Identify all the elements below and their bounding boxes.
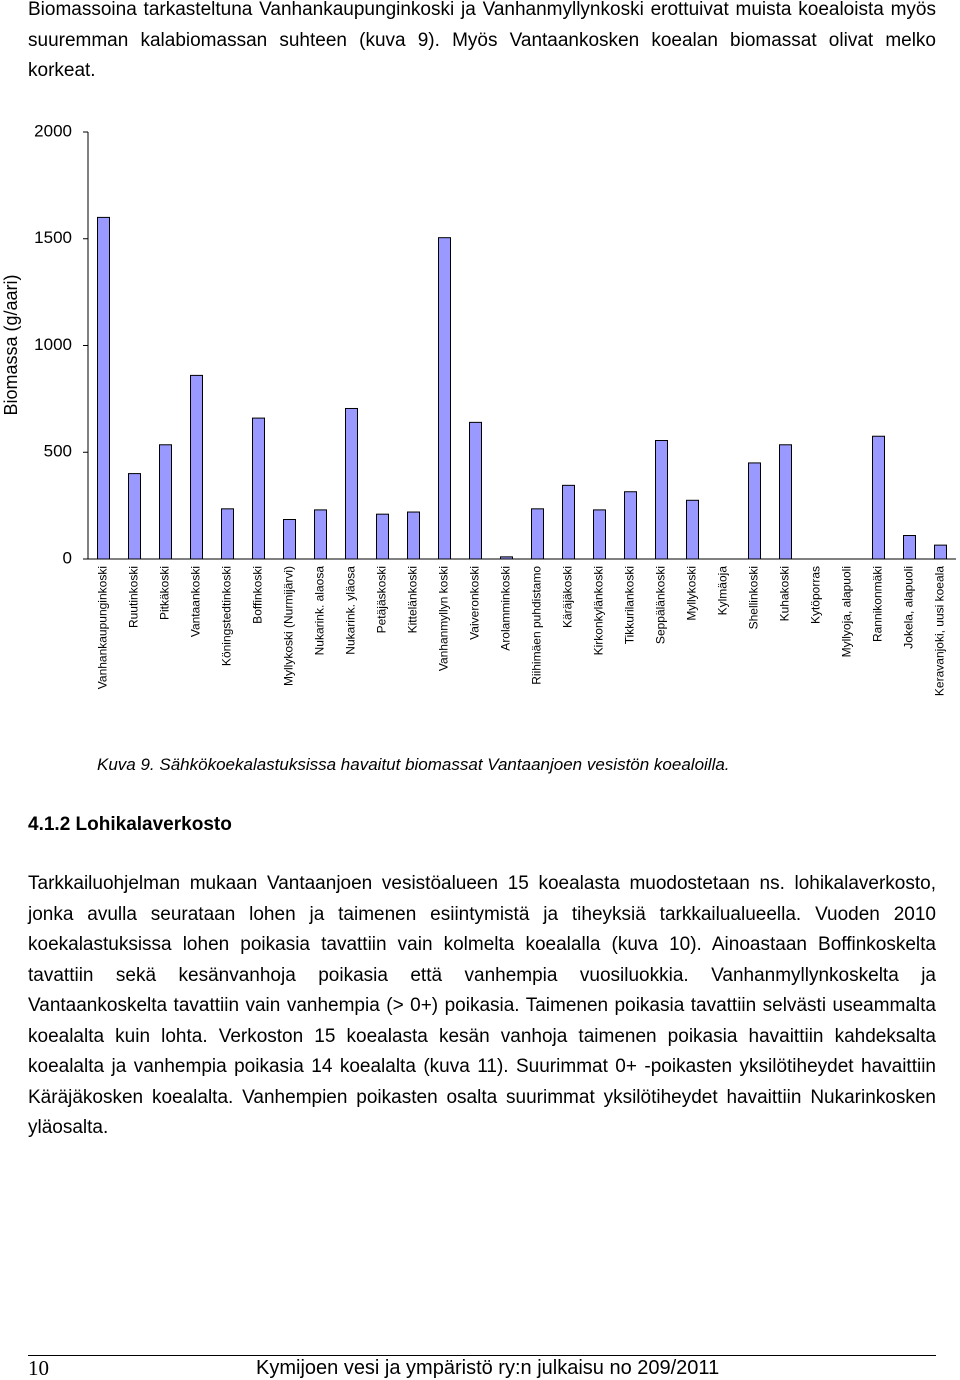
figure-caption: Kuva 9. Sähkökoekalastuksissa havaitut b… <box>97 755 730 774</box>
x-tick-label: Riihimäen puhdistamo <box>530 566 544 685</box>
bar <box>872 435 885 560</box>
footer-publication: Kymijoen vesi ja ympäristö ry:n julkaisu… <box>256 1357 720 1379</box>
bar <box>624 491 637 560</box>
bar <box>97 216 110 560</box>
footer-rule <box>28 1355 936 1356</box>
x-tick-label: Jokela, alapuoli <box>902 566 916 649</box>
bar <box>190 374 203 560</box>
section-heading: 4.1.2 Lohikalaverkosto <box>28 814 232 835</box>
x-tick-label: Petäjäskoski <box>375 566 389 633</box>
x-tick-label: Myllykoski <box>685 566 699 621</box>
x-tick-label: Myllykoski (Nurmijärvi) <box>282 566 296 686</box>
x-tick-label: Vaiveronkoski <box>468 566 482 640</box>
bar <box>500 556 513 560</box>
x-tick-label: Keravanjoki, uusi koeala <box>933 566 947 696</box>
bar <box>128 473 141 560</box>
bar <box>779 444 792 560</box>
intro-paragraph: Biomassoina tarkasteltuna Vanhankaupungi… <box>28 0 936 81</box>
chart: Biomassa (g/aari) 0 500 1000 1500 2000 Vanhan… <box>1 121 956 696</box>
body-paragraph: Tarkkailuohjelman mukaan Vantaanjoen ves… <box>28 873 936 1138</box>
x-tick-label: Shellinkoski <box>747 566 761 629</box>
bar <box>221 508 234 560</box>
x-tick-label: Arolamminkoski <box>499 566 513 651</box>
bar <box>934 544 947 560</box>
y-tick-label: 0 <box>63 548 72 567</box>
x-tick-label: Kittelänkoski <box>406 566 420 633</box>
y-tick-label: 2000 <box>34 121 72 140</box>
page-number: 10 <box>28 1356 49 1380</box>
x-tick-label: Nukarink. alaosa <box>313 566 327 656</box>
x-tick-label: Käräjäkoski <box>561 566 575 628</box>
bar <box>314 509 327 560</box>
bar <box>531 508 544 560</box>
x-tick-label: Nukarink. yläosa <box>344 566 358 655</box>
bar <box>686 499 699 560</box>
bar <box>438 237 451 560</box>
x-tick-label: Rannikonmäki <box>871 566 885 642</box>
bar <box>469 421 482 560</box>
x-tick-label: Kuhakoski <box>778 566 792 621</box>
x-tick-label: Kylmäoja <box>716 566 730 616</box>
bar <box>252 417 265 560</box>
bar <box>407 511 420 560</box>
bar <box>159 444 172 560</box>
x-tick-label: Boffinkoski <box>251 566 265 624</box>
x-tick-label: Tikkurilankoski <box>623 566 637 644</box>
x-tick-label: Myllyoja, alapuoli <box>840 566 854 657</box>
y-tick-label: 1000 <box>34 335 72 354</box>
bar <box>376 513 389 560</box>
x-tick-label: Vantaankoski <box>189 566 203 637</box>
y-tick-label: 500 <box>44 442 72 461</box>
bar <box>345 407 358 560</box>
x-tick-label: Köningstedtinkoski <box>220 566 234 666</box>
x-tick-label: Seppälänkoski <box>654 566 668 644</box>
bar <box>593 509 606 560</box>
bar <box>283 519 296 560</box>
x-tick-label: Kytöporras <box>809 566 823 624</box>
bar <box>903 535 916 560</box>
y-tick-label: 1500 <box>34 228 72 247</box>
bar <box>748 462 761 560</box>
bar <box>562 484 575 560</box>
x-tick-label: Ruutinkoski <box>127 566 141 628</box>
bar <box>655 440 668 560</box>
x-tick-label: Pitkäkoski <box>158 566 172 620</box>
y-axis-label: Biomassa (g/aari) <box>1 274 21 415</box>
x-tick-label: Vanhankaupunginkoski <box>96 566 110 689</box>
x-tick-label: Kirkonkylänkoski <box>592 566 606 655</box>
x-tick-label: Vanhanmyllyn koski <box>437 566 451 671</box>
